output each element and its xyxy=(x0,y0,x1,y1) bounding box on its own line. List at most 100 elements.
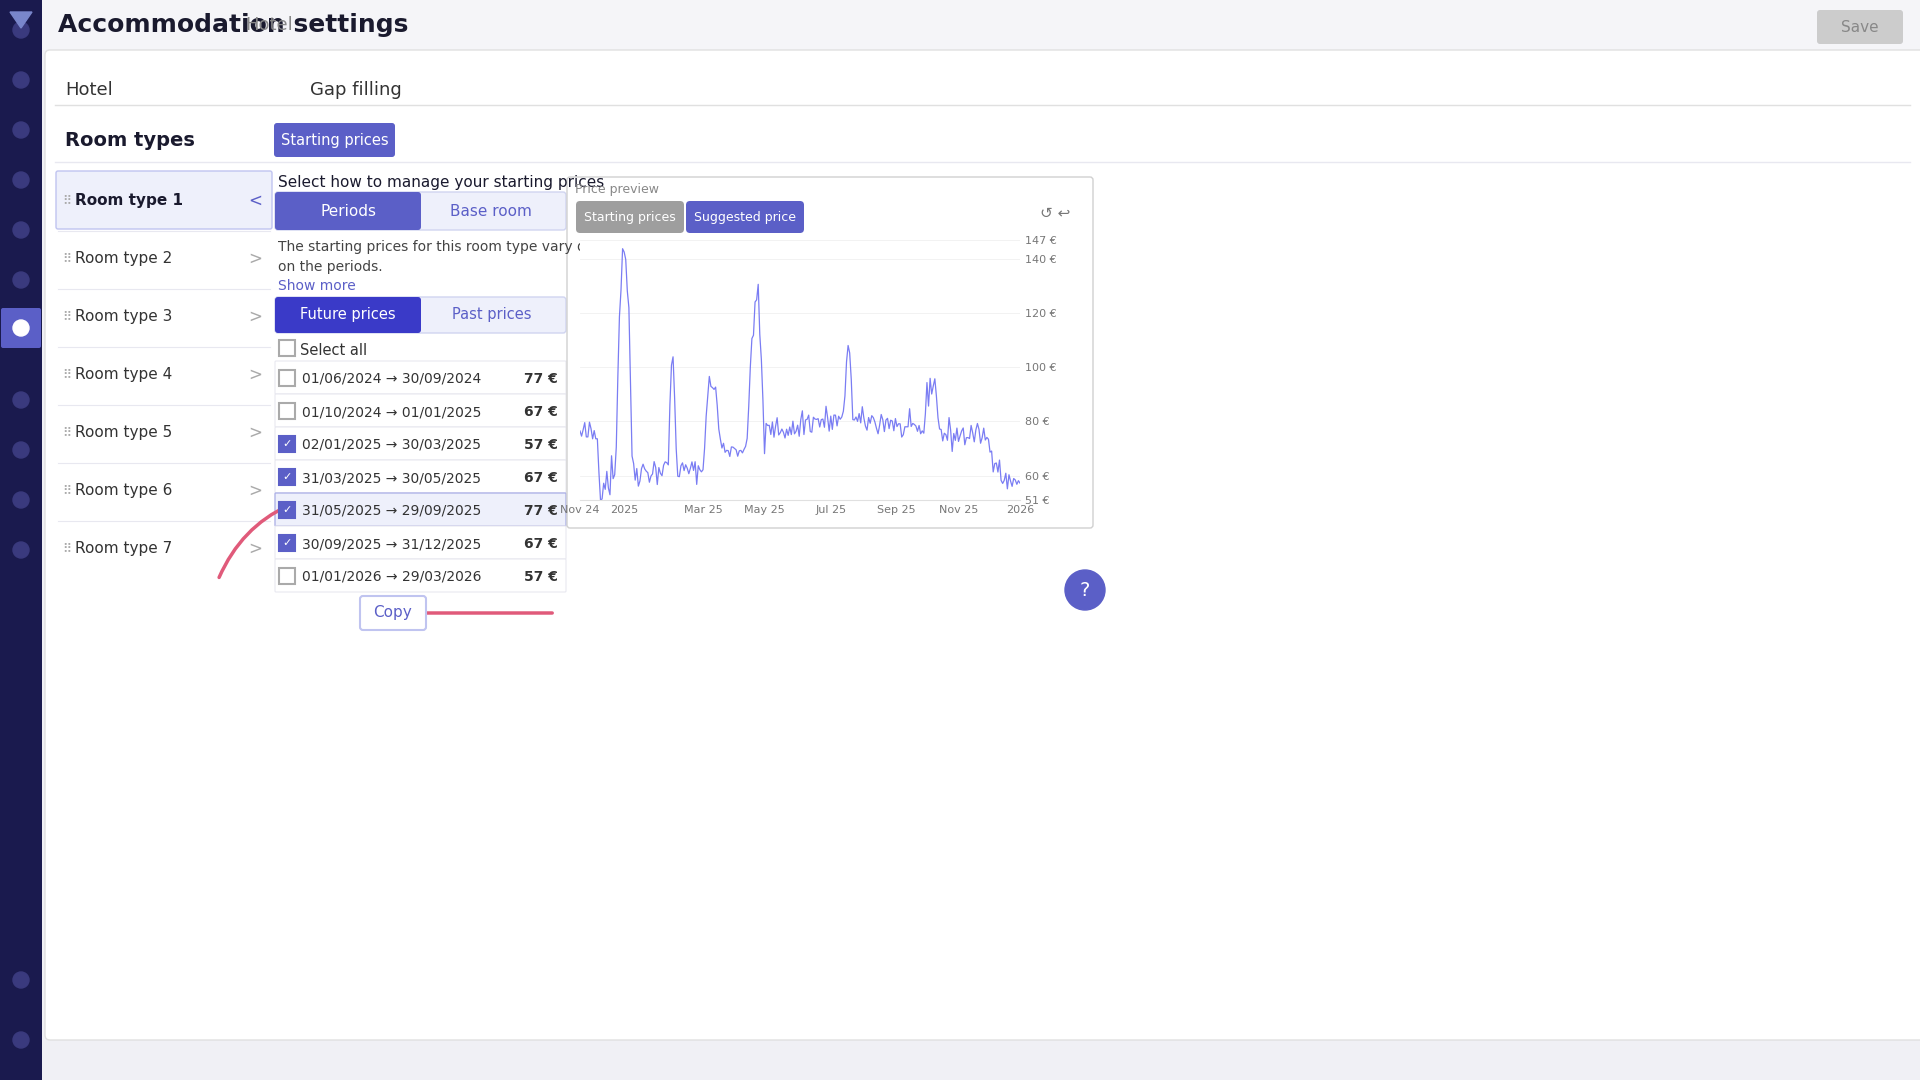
Polygon shape xyxy=(10,12,33,28)
Circle shape xyxy=(13,1032,29,1048)
FancyBboxPatch shape xyxy=(275,192,566,230)
Text: <: < xyxy=(248,192,261,210)
Text: Room type 4: Room type 4 xyxy=(75,367,173,382)
Text: Hotel: Hotel xyxy=(246,16,292,33)
Text: Future prices: Future prices xyxy=(300,308,396,323)
Circle shape xyxy=(13,172,29,188)
Circle shape xyxy=(13,972,29,988)
Text: ↺ ↩: ↺ ↩ xyxy=(1039,205,1069,220)
Circle shape xyxy=(13,72,29,87)
Text: Past prices: Past prices xyxy=(453,308,532,323)
Text: 57 €: 57 € xyxy=(524,570,559,584)
FancyBboxPatch shape xyxy=(275,460,566,492)
Text: 30/09/2025 → 31/12/2025: 30/09/2025 → 31/12/2025 xyxy=(301,537,482,551)
Text: 77 €: 77 € xyxy=(524,504,559,518)
FancyBboxPatch shape xyxy=(275,394,566,427)
Text: Room type 2: Room type 2 xyxy=(75,252,173,267)
FancyBboxPatch shape xyxy=(576,201,684,233)
FancyBboxPatch shape xyxy=(278,340,296,356)
Text: Room type 6: Room type 6 xyxy=(75,484,173,499)
Circle shape xyxy=(13,442,29,458)
Text: Accommodation settings: Accommodation settings xyxy=(58,13,409,37)
Text: 31/05/2025 → 29/09/2025: 31/05/2025 → 29/09/2025 xyxy=(301,504,482,518)
Text: Room type 3: Room type 3 xyxy=(75,310,173,324)
Text: 02/01/2025 → 30/03/2025: 02/01/2025 → 30/03/2025 xyxy=(301,438,482,453)
Text: 31/03/2025 → 30/05/2025: 31/03/2025 → 30/05/2025 xyxy=(301,471,482,485)
Text: ⠿: ⠿ xyxy=(61,368,71,381)
Text: ⠿: ⠿ xyxy=(61,485,71,498)
Text: Suggested price: Suggested price xyxy=(693,211,797,224)
Text: 01/06/2024 → 30/09/2024: 01/06/2024 → 30/09/2024 xyxy=(301,372,482,386)
FancyBboxPatch shape xyxy=(2,308,40,348)
Text: Gap filling: Gap filling xyxy=(309,81,401,99)
FancyBboxPatch shape xyxy=(275,492,566,526)
FancyBboxPatch shape xyxy=(278,502,296,518)
Text: ✓: ✓ xyxy=(282,438,292,449)
Circle shape xyxy=(13,322,29,338)
FancyBboxPatch shape xyxy=(56,171,273,229)
Text: >: > xyxy=(248,482,261,500)
FancyBboxPatch shape xyxy=(278,568,296,584)
Text: The starting prices for this room type vary depending
on the periods.: The starting prices for this room type v… xyxy=(278,240,651,273)
Text: ✓: ✓ xyxy=(282,538,292,548)
Text: ⠿: ⠿ xyxy=(61,311,71,324)
Text: ⠿: ⠿ xyxy=(61,253,71,266)
FancyBboxPatch shape xyxy=(566,177,1092,528)
Text: Base room: Base room xyxy=(449,203,532,218)
Text: ?: ? xyxy=(1079,581,1091,599)
Text: 67 €: 67 € xyxy=(524,471,559,485)
Circle shape xyxy=(13,542,29,558)
Text: Copy: Copy xyxy=(374,606,413,621)
FancyBboxPatch shape xyxy=(278,469,296,485)
Text: Save: Save xyxy=(1841,19,1880,35)
FancyBboxPatch shape xyxy=(278,535,296,551)
Text: Show more: Show more xyxy=(278,279,355,293)
Text: Price preview: Price preview xyxy=(574,183,659,195)
FancyBboxPatch shape xyxy=(275,123,396,157)
Text: >: > xyxy=(248,540,261,558)
Text: 67 €: 67 € xyxy=(524,537,559,551)
Text: Periods: Periods xyxy=(321,203,376,218)
Text: ✓: ✓ xyxy=(282,472,292,482)
Circle shape xyxy=(13,320,29,336)
Text: Hotel: Hotel xyxy=(65,81,113,99)
Text: 57 €: 57 € xyxy=(524,438,559,453)
Text: >: > xyxy=(248,249,261,268)
Circle shape xyxy=(13,222,29,238)
Text: ⠿: ⠿ xyxy=(61,542,71,555)
Text: >: > xyxy=(248,424,261,442)
Circle shape xyxy=(13,22,29,38)
FancyBboxPatch shape xyxy=(361,596,426,630)
Text: Room type 5: Room type 5 xyxy=(75,426,173,441)
FancyBboxPatch shape xyxy=(278,370,296,386)
Circle shape xyxy=(13,272,29,288)
Text: 01/01/2026 → 29/03/2026: 01/01/2026 → 29/03/2026 xyxy=(301,570,482,584)
FancyBboxPatch shape xyxy=(275,192,420,230)
Text: Starting prices: Starting prices xyxy=(280,133,390,148)
FancyBboxPatch shape xyxy=(278,436,296,453)
Text: Select how to manage your starting prices: Select how to manage your starting price… xyxy=(278,175,605,190)
FancyBboxPatch shape xyxy=(275,427,566,460)
Text: Room type 7: Room type 7 xyxy=(75,541,173,556)
FancyBboxPatch shape xyxy=(275,297,420,333)
Text: Starting prices: Starting prices xyxy=(584,211,676,224)
FancyBboxPatch shape xyxy=(275,559,566,592)
FancyBboxPatch shape xyxy=(275,297,566,333)
FancyBboxPatch shape xyxy=(278,403,296,419)
Text: 77 €: 77 € xyxy=(524,372,559,386)
Circle shape xyxy=(13,392,29,408)
Text: Room type 1: Room type 1 xyxy=(75,193,182,208)
Text: ✓: ✓ xyxy=(282,505,292,515)
FancyBboxPatch shape xyxy=(275,361,566,394)
Text: ⠿: ⠿ xyxy=(61,427,71,440)
Text: Select all: Select all xyxy=(300,343,367,357)
FancyBboxPatch shape xyxy=(42,0,1920,50)
FancyBboxPatch shape xyxy=(1816,10,1903,44)
FancyBboxPatch shape xyxy=(275,526,566,559)
FancyBboxPatch shape xyxy=(44,50,1920,1040)
Text: 67 €: 67 € xyxy=(524,405,559,419)
Text: 01/10/2024 → 01/01/2025: 01/10/2024 → 01/01/2025 xyxy=(301,405,482,419)
Circle shape xyxy=(13,122,29,138)
Circle shape xyxy=(1066,570,1106,610)
FancyBboxPatch shape xyxy=(0,0,42,1080)
